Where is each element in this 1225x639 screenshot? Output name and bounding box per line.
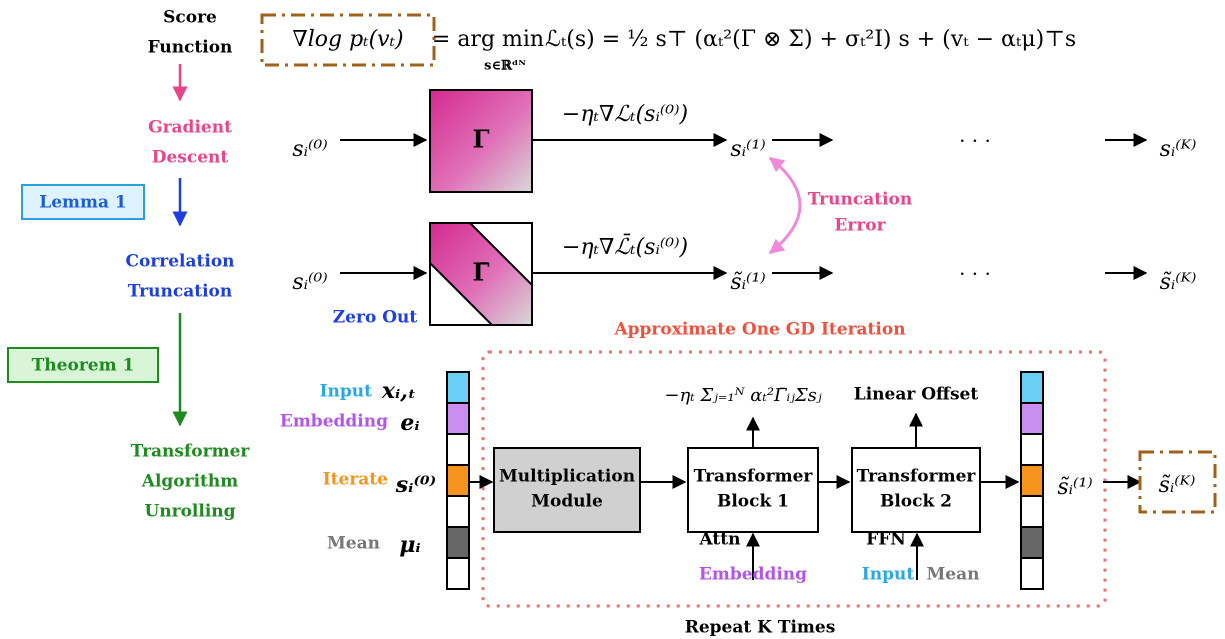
input-vector: [446, 371, 470, 590]
score: ∇log pₜ(vₜ): [292, 27, 403, 52]
lemma: Lemma 1: [39, 193, 127, 213]
iterate: sᵢ⁽⁰⁾: [292, 137, 327, 162]
theorem-box: [7, 347, 159, 383]
step-label: Algorithm: [141, 472, 239, 492]
input-symbol: μᵢ: [399, 532, 420, 558]
iterate: sᵢ⁽ᴷ⁾: [1160, 137, 1197, 162]
step-label: Unrolling: [144, 502, 235, 522]
gd-step: −ηₜ∇ℒ̄ₜ(sᵢ⁽⁰⁾): [562, 233, 688, 260]
iterate: s̃ᵢ⁽ᴷ⁾: [1160, 270, 1197, 295]
block-label: Block 1: [717, 492, 789, 512]
error-arrow: [768, 156, 802, 255]
dots: · · ·: [959, 262, 991, 286]
transformer-block: [851, 447, 981, 533]
transformer-block: [687, 447, 819, 533]
step-label: Correlation: [125, 252, 234, 272]
iterate: s̃ᵢ⁽¹⁾: [730, 270, 765, 295]
step-label: Descent: [152, 148, 229, 168]
loss: ℒₜ(s) = ½ s⊤ (αₜ²(Γ ⊗ Σ) + σₜ²I) s + (vₜ…: [545, 27, 1076, 52]
error-label: Error: [834, 216, 886, 236]
step-label: Gradient: [148, 118, 232, 138]
gd-step: −ηₜ∇ℒₜ(sᵢ⁽⁰⁾): [562, 102, 688, 127]
ffn-output: Linear Offset: [854, 385, 979, 405]
repeat-label: Repeat K Times: [685, 618, 836, 638]
matrix-label: Γ: [472, 125, 489, 154]
lemma-box: [21, 184, 145, 220]
output-vector: [1020, 371, 1044, 590]
zero-out: Zero Out: [333, 308, 418, 328]
multiplication-module: [493, 447, 641, 533]
input-label: Input: [320, 382, 373, 402]
input-label: Mean: [327, 534, 380, 554]
attn-label: Attn: [699, 530, 741, 550]
input-symbol: eᵢ: [400, 410, 419, 436]
gd-title: Approximate One GD Iteration: [613, 320, 905, 340]
error-label: Truncation: [808, 190, 912, 210]
output: s̃ᵢ⁽¹⁾: [1057, 475, 1092, 500]
iterate: sᵢ⁽¹⁾: [730, 137, 765, 162]
ffn-input: Input: [862, 565, 915, 585]
step-label: Truncation: [128, 282, 232, 302]
theorem: Theorem 1: [32, 356, 135, 376]
module-label: Module: [531, 492, 603, 512]
block-label: Block 2: [880, 492, 952, 512]
zero-triangle: [429, 260, 495, 326]
zero-triangle: [467, 222, 533, 288]
step-label: Score: [163, 8, 217, 28]
ffn-label: FFN: [866, 530, 906, 550]
input-label: Iterate: [323, 470, 388, 490]
score-box: [260, 13, 436, 67]
step-label: Function: [148, 38, 233, 58]
ffn-input: Mean: [926, 565, 979, 585]
domain: s∈ℝᵈᴺ: [484, 59, 526, 74]
step-label: Transformer: [131, 442, 251, 462]
block-label: Transformer: [857, 467, 977, 487]
attn-input: Embedding: [699, 565, 807, 585]
argmin: = arg min: [432, 27, 544, 52]
attn-output: −ηₜ Σⱼ₌₁ᴺ αₜ²Γ̄ᵢⱼΣsⱼ: [664, 385, 821, 406]
input-symbol: xᵢ,ₜ: [381, 378, 416, 404]
input-label: Embedding: [280, 412, 388, 432]
gamma-matrix: [429, 89, 533, 193]
iterate: sᵢ⁽⁰⁾: [292, 270, 327, 295]
block-label: Transformer: [694, 467, 814, 487]
input-symbol: sᵢ⁽⁰⁾: [395, 472, 436, 498]
final: s̃ᵢ⁽ᴷ⁾: [1159, 473, 1196, 498]
module-label: Multiplication: [499, 467, 635, 487]
matrix-label: Γ̄: [472, 258, 489, 287]
dots: · · ·: [959, 129, 991, 153]
final-box: [1138, 450, 1217, 514]
